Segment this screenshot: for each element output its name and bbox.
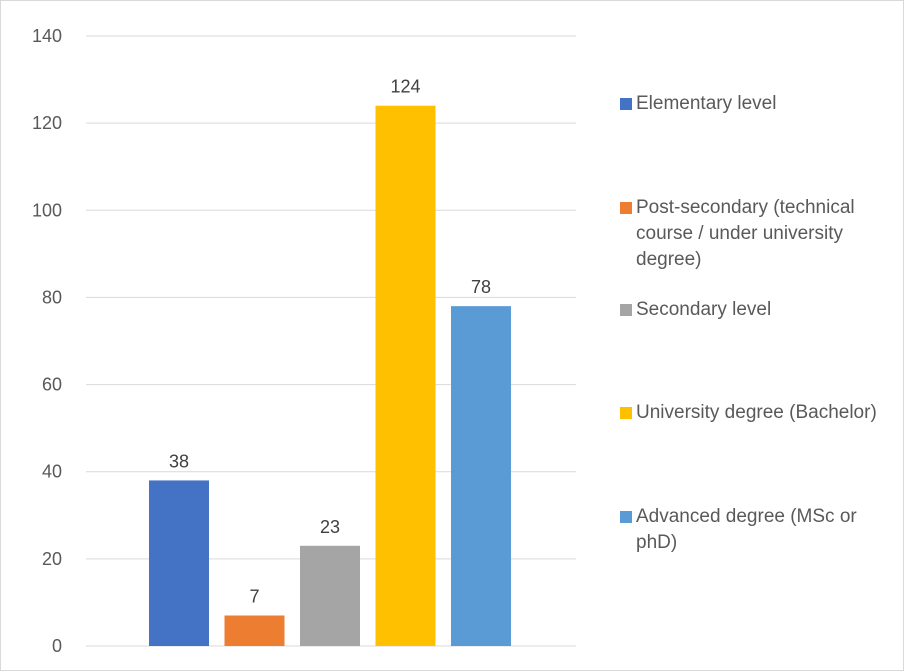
data-labels: 38 7 23 124 78 [169, 77, 491, 607]
data-label-3: 23 [320, 517, 340, 537]
data-label-1: 38 [169, 451, 189, 471]
legend-swatch-3 [620, 304, 632, 316]
y-tick-label-0: 0 [52, 636, 62, 656]
y-tick-label-20: 20 [42, 549, 62, 569]
legend-item-1: Elementary level [620, 91, 898, 117]
bar-1 [149, 480, 209, 646]
bar-5 [451, 306, 511, 646]
data-label-5: 78 [471, 277, 491, 297]
bar-2 [224, 615, 285, 646]
legend-item-4: University degree (Bachelor) [620, 400, 898, 426]
legend-swatch-5 [620, 511, 632, 523]
legend-item-2: Post-secondary (technical course / under… [620, 195, 898, 273]
legend-label-5: Advanced degree (MSc or phD) [636, 506, 857, 553]
legend-swatch-2 [620, 202, 632, 214]
legend-label-2: Post-secondary (technical course / under… [636, 197, 855, 270]
legend-swatch-4 [620, 407, 632, 419]
legend-label-1: Elementary level [636, 93, 777, 114]
y-tick-label-100: 100 [32, 200, 62, 220]
bars [149, 105, 511, 646]
legend-item-3: Secondary level [620, 297, 898, 323]
y-tick-label-80: 80 [42, 287, 62, 307]
data-label-2: 7 [249, 587, 259, 607]
y-tick-label-40: 40 [42, 462, 62, 482]
y-tick-label-60: 60 [42, 375, 62, 395]
data-label-4: 124 [390, 77, 420, 97]
legend-swatch-1 [620, 98, 632, 110]
y-tick-label-140: 140 [32, 26, 62, 46]
legend-label-4: University degree (Bachelor) [636, 402, 877, 423]
y-axis-tick-labels: 0 20 40 60 80 100 120 140 [32, 26, 62, 656]
bar-3 [300, 545, 360, 646]
y-tick-label-120: 120 [32, 113, 62, 133]
legend-label-3: Secondary level [636, 299, 772, 320]
legend-item-5: Advanced degree (MSc or phD) [620, 504, 898, 556]
bar-4 [375, 105, 436, 646]
